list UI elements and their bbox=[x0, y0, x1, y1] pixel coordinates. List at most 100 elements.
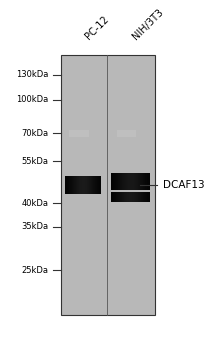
Bar bbox=[138, 173, 139, 190]
Bar bbox=[148, 173, 149, 190]
Bar bbox=[98, 176, 99, 194]
Bar bbox=[147, 173, 148, 190]
Bar bbox=[89, 176, 90, 194]
Bar bbox=[71, 176, 72, 194]
Bar bbox=[145, 173, 146, 190]
Bar bbox=[87, 176, 88, 194]
Bar bbox=[141, 173, 142, 190]
Bar bbox=[124, 191, 125, 202]
Bar bbox=[122, 173, 123, 190]
Bar bbox=[72, 176, 73, 194]
Bar bbox=[119, 191, 120, 202]
Bar bbox=[113, 191, 114, 202]
Bar bbox=[138, 191, 139, 202]
Bar bbox=[127, 191, 128, 202]
Bar bbox=[144, 173, 145, 190]
Bar bbox=[79, 176, 80, 194]
Bar bbox=[93, 176, 94, 194]
Bar bbox=[75, 176, 76, 194]
Bar bbox=[145, 191, 146, 202]
Bar bbox=[76, 176, 77, 194]
Bar bbox=[136, 173, 137, 190]
Bar bbox=[146, 173, 147, 190]
Bar bbox=[100, 176, 101, 194]
Bar bbox=[129, 191, 130, 202]
Bar bbox=[117, 173, 118, 190]
Bar bbox=[121, 191, 122, 202]
Bar bbox=[136, 191, 137, 202]
Text: 130kDa: 130kDa bbox=[16, 70, 49, 79]
Bar bbox=[122, 191, 123, 202]
Bar bbox=[130, 191, 131, 202]
Text: DCAF13: DCAF13 bbox=[163, 180, 205, 190]
Bar bbox=[129, 173, 130, 190]
Bar bbox=[114, 191, 115, 202]
Bar bbox=[82, 176, 83, 194]
Bar bbox=[131, 191, 132, 202]
Bar bbox=[146, 191, 147, 202]
Bar bbox=[134, 191, 135, 202]
Text: 100kDa: 100kDa bbox=[17, 95, 49, 104]
Bar bbox=[70, 176, 71, 194]
Bar bbox=[137, 191, 138, 202]
Bar bbox=[74, 176, 75, 194]
Bar bbox=[81, 176, 82, 194]
Bar bbox=[143, 191, 144, 202]
Bar bbox=[67, 176, 68, 194]
Bar bbox=[135, 173, 136, 190]
Bar bbox=[118, 191, 119, 202]
Bar bbox=[112, 191, 113, 202]
Bar bbox=[95, 176, 96, 194]
Bar bbox=[147, 191, 148, 202]
Bar bbox=[115, 173, 116, 190]
Bar bbox=[112, 173, 113, 190]
Bar bbox=[125, 173, 126, 190]
Text: 40kDa: 40kDa bbox=[22, 199, 49, 208]
Bar bbox=[94, 176, 95, 194]
Bar bbox=[113, 173, 114, 190]
Text: 25kDa: 25kDa bbox=[22, 266, 49, 275]
Bar bbox=[128, 173, 129, 190]
Bar bbox=[116, 173, 117, 190]
Bar bbox=[115, 191, 116, 202]
Bar bbox=[96, 176, 97, 194]
Bar bbox=[61, 55, 155, 315]
Bar bbox=[78, 176, 79, 194]
Bar bbox=[119, 173, 120, 190]
Bar bbox=[121, 173, 122, 190]
Bar bbox=[69, 176, 70, 194]
Bar bbox=[91, 176, 92, 194]
Bar bbox=[125, 191, 126, 202]
Bar bbox=[127, 173, 128, 190]
Bar bbox=[116, 191, 117, 202]
Bar bbox=[142, 191, 143, 202]
Bar bbox=[120, 191, 121, 202]
Bar bbox=[128, 191, 129, 202]
Bar bbox=[132, 191, 133, 202]
Bar bbox=[111, 173, 112, 190]
Bar bbox=[139, 173, 140, 190]
Text: 35kDa: 35kDa bbox=[22, 222, 49, 231]
Bar bbox=[140, 173, 141, 190]
Bar bbox=[124, 173, 125, 190]
Bar bbox=[117, 131, 137, 137]
Bar bbox=[133, 191, 134, 202]
Bar bbox=[133, 173, 134, 190]
Text: NIH/3T3: NIH/3T3 bbox=[131, 7, 165, 41]
Bar bbox=[130, 173, 131, 190]
Bar bbox=[143, 173, 144, 190]
Bar bbox=[139, 191, 140, 202]
Bar bbox=[66, 176, 67, 194]
Bar bbox=[97, 176, 98, 194]
Bar bbox=[120, 173, 121, 190]
Bar bbox=[135, 191, 136, 202]
Bar bbox=[132, 173, 133, 190]
Bar bbox=[111, 191, 112, 202]
Bar bbox=[99, 176, 100, 194]
Bar bbox=[118, 173, 119, 190]
Bar bbox=[126, 173, 127, 190]
Bar bbox=[84, 176, 85, 194]
Bar bbox=[131, 173, 132, 190]
Bar bbox=[88, 176, 89, 194]
Bar bbox=[85, 176, 86, 194]
